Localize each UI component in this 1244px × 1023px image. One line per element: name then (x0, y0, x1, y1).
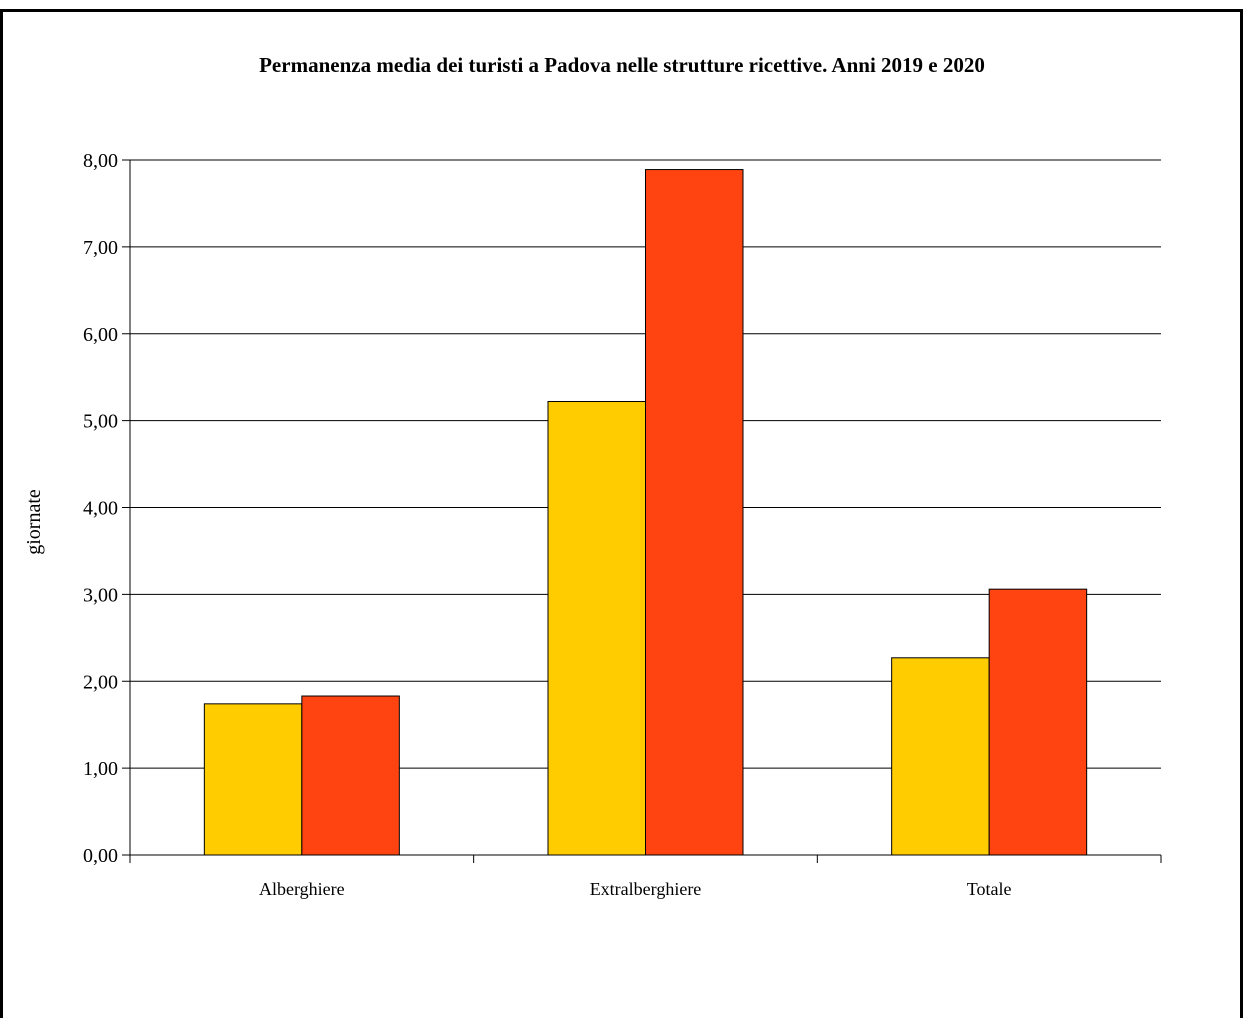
x-tick-label: Alberghiere (259, 879, 345, 899)
y-axis-label: giornate (23, 489, 45, 555)
y-tick-label: 4,00 (83, 498, 118, 520)
y-tick-label: 1,00 (83, 758, 118, 780)
x-tick-label: Totale (967, 879, 1012, 899)
y-tick-label: 0,00 (83, 845, 118, 867)
y-tick-label: 3,00 (83, 584, 118, 606)
y-tick-label: 8,00 (83, 150, 118, 172)
y-tick-label: 2,00 (83, 671, 118, 693)
y-tick-label: 5,00 (83, 411, 118, 433)
chart-title: Permanenza media dei turisti a Padova ne… (259, 53, 985, 77)
y-tick-label: 6,00 (83, 324, 118, 346)
x-tick-label: Extralberghiere (590, 879, 702, 899)
bar (988, 588, 1088, 856)
bar (891, 657, 990, 856)
bar (547, 401, 646, 856)
bar (301, 695, 400, 856)
bar (645, 169, 744, 856)
y-tick-label: 7,00 (83, 237, 118, 259)
bar (203, 703, 303, 856)
